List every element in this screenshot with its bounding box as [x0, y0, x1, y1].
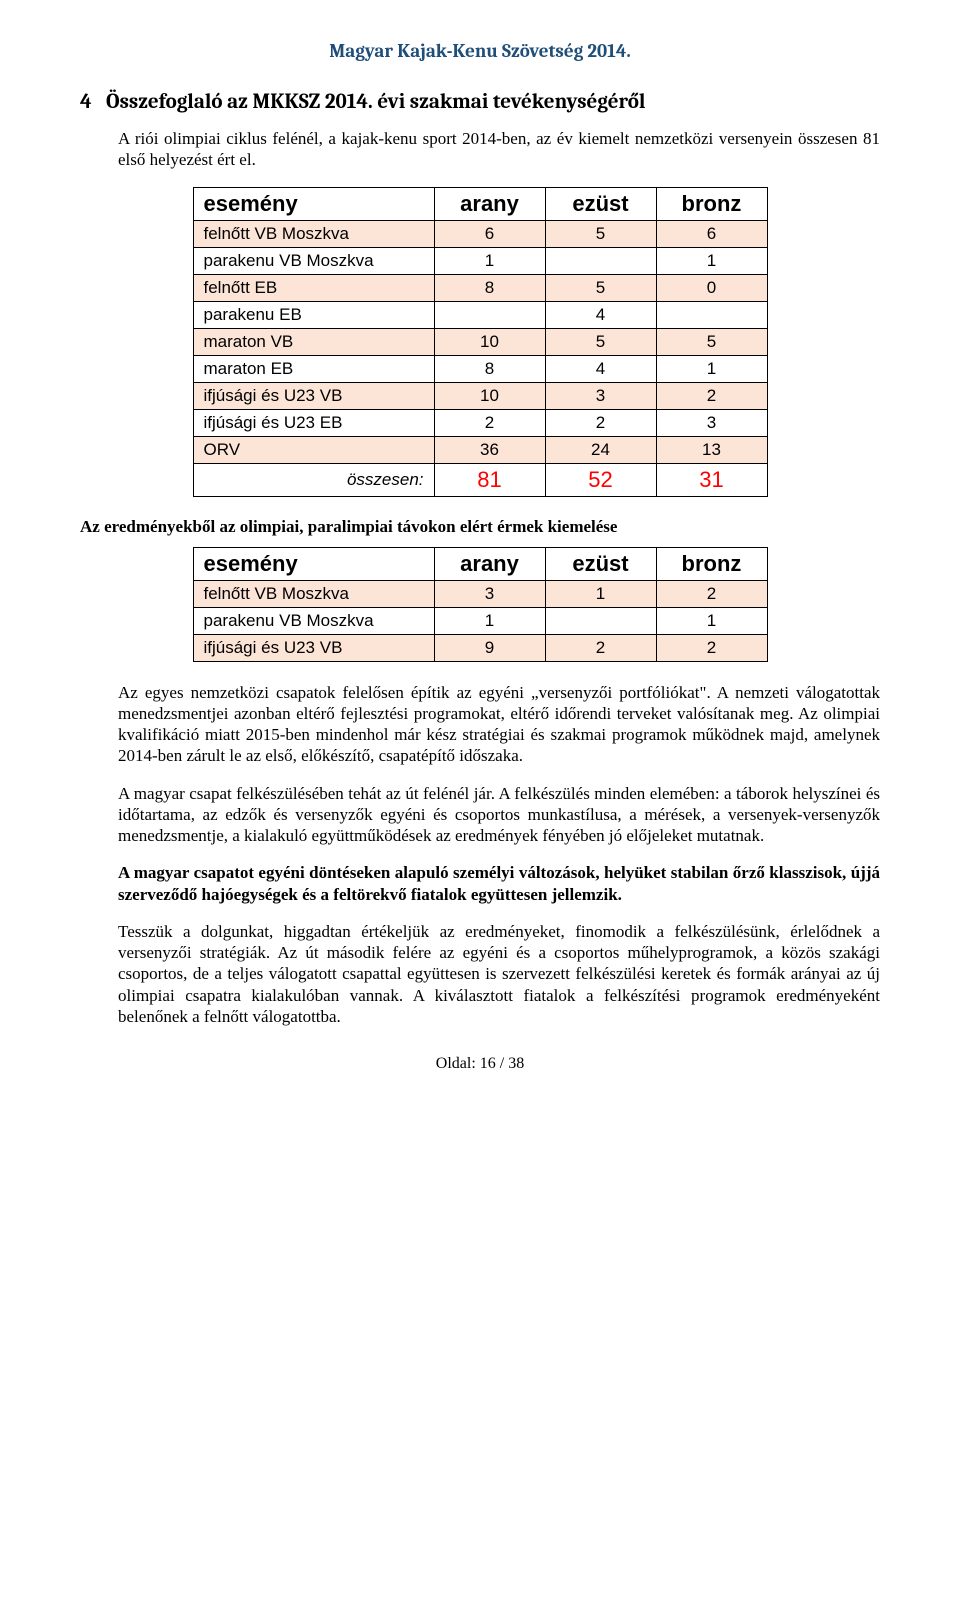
cell-value: 2 [656, 580, 767, 607]
cell-value: 4 [545, 301, 656, 328]
cell-value: 5 [545, 220, 656, 247]
section-number: 4 [80, 90, 106, 114]
cell-value: 2 [656, 382, 767, 409]
table-row: ORV362413 [193, 436, 767, 463]
table-row: felnőtt VB Moszkva312 [193, 580, 767, 607]
table-row: ifjúsági és U23 VB922 [193, 634, 767, 661]
cell-value: 5 [656, 328, 767, 355]
table-row: parakenu VB Moszkva11 [193, 247, 767, 274]
cell-value: 6 [656, 220, 767, 247]
total-value: 31 [656, 463, 767, 496]
cell-value: 9 [434, 634, 545, 661]
paragraph-1: Az egyes nemzetközi csapatok felelősen é… [118, 682, 880, 767]
table-row: ifjúsági és U23 EB223 [193, 409, 767, 436]
cell-value: 13 [656, 436, 767, 463]
cell-value: 24 [545, 436, 656, 463]
cell-value: 10 [434, 328, 545, 355]
row-label: parakenu VB Moszkva [193, 607, 434, 634]
cell-value: 1 [656, 355, 767, 382]
cell-value: 3 [545, 382, 656, 409]
cell-value: 10 [434, 382, 545, 409]
total-label: összesen: [193, 463, 434, 496]
cell-value: 1 [656, 607, 767, 634]
column-header: esemény [193, 187, 434, 220]
cell-value [434, 301, 545, 328]
table-row: felnőtt VB Moszkva656 [193, 220, 767, 247]
row-label: ORV [193, 436, 434, 463]
row-label: ifjúsági és U23 EB [193, 409, 434, 436]
cell-value: 2 [656, 634, 767, 661]
cell-value: 2 [434, 409, 545, 436]
row-label: felnőtt VB Moszkva [193, 580, 434, 607]
intro-paragraph: A riói olimpiai ciklus felénél, a kajak-… [118, 128, 880, 171]
cell-value: 8 [434, 274, 545, 301]
paragraph-2: A magyar csapat felkészülésében tehát az… [118, 783, 880, 847]
paragraph-3-bold: A magyar csapatot egyéni döntéseken alap… [118, 862, 880, 905]
row-label: felnőtt EB [193, 274, 434, 301]
table-row: parakenu EB 4 [193, 301, 767, 328]
cell-value: 1 [434, 607, 545, 634]
section-title: 4Összefoglaló az MKKSZ 2014. évi szakmai… [80, 90, 880, 114]
cell-value: 0 [656, 274, 767, 301]
section-title-text: Összefoglaló az MKKSZ 2014. évi szakmai … [106, 90, 645, 114]
column-header: esemény [193, 547, 434, 580]
cell-value: 3 [656, 409, 767, 436]
cell-value: 8 [434, 355, 545, 382]
cell-value: 1 [434, 247, 545, 274]
column-header: arany [434, 547, 545, 580]
cell-value [545, 247, 656, 274]
row-label: felnőtt VB Moszkva [193, 220, 434, 247]
column-header: arany [434, 187, 545, 220]
page-header: Magyar Kajak-Kenu Szövetség 2014. [80, 40, 880, 62]
cell-value: 1 [656, 247, 767, 274]
table-row: felnőtt EB850 [193, 274, 767, 301]
cell-value: 2 [545, 634, 656, 661]
medal-table-all: eseményaranyezüstbronzfelnőtt VB Moszkva… [193, 187, 768, 497]
total-value: 52 [545, 463, 656, 496]
row-label: ifjúsági és U23 VB [193, 634, 434, 661]
cell-value: 5 [545, 274, 656, 301]
row-label: parakenu VB Moszkva [193, 247, 434, 274]
table-row: maraton EB841 [193, 355, 767, 382]
total-row: összesen:815231 [193, 463, 767, 496]
sub-heading: Az eredményekből az olimpiai, paralimpia… [80, 517, 880, 537]
row-label: parakenu EB [193, 301, 434, 328]
cell-value: 36 [434, 436, 545, 463]
page-footer: Oldal: 16 / 38 [80, 1055, 880, 1073]
medal-table-olympic: eseményaranyezüstbronzfelnőtt VB Moszkva… [193, 547, 768, 662]
table-row: ifjúsági és U23 VB1032 [193, 382, 767, 409]
row-label: maraton EB [193, 355, 434, 382]
cell-value: 6 [434, 220, 545, 247]
table-row: parakenu VB Moszkva11 [193, 607, 767, 634]
page: Magyar Kajak-Kenu Szövetség 2014. 4Össze… [0, 0, 960, 1113]
column-header: ezüst [545, 187, 656, 220]
column-header: bronz [656, 547, 767, 580]
table-row: maraton VB1055 [193, 328, 767, 355]
cell-value: 3 [434, 580, 545, 607]
row-label: maraton VB [193, 328, 434, 355]
column-header: ezüst [545, 547, 656, 580]
cell-value: 5 [545, 328, 656, 355]
column-header: bronz [656, 187, 767, 220]
cell-value: 4 [545, 355, 656, 382]
total-value: 81 [434, 463, 545, 496]
cell-value: 1 [545, 580, 656, 607]
cell-value: 2 [545, 409, 656, 436]
paragraph-4: Tesszük a dolgunkat, higgadtan értékeljü… [118, 921, 880, 1027]
row-label: ifjúsági és U23 VB [193, 382, 434, 409]
cell-value [656, 301, 767, 328]
cell-value [545, 607, 656, 634]
